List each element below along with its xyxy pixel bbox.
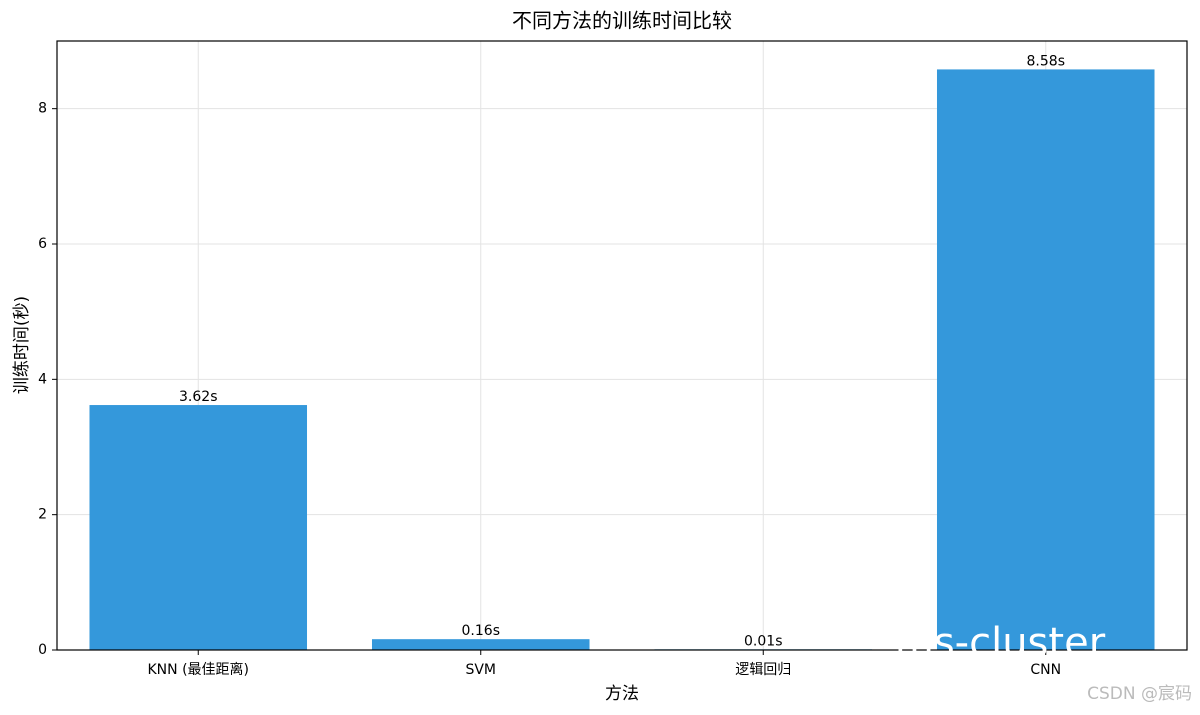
bar <box>371 639 590 650</box>
y-tick-label: 6 <box>38 236 47 252</box>
watermark: CSDN @宸码 <box>1087 684 1192 704</box>
x-tick-label: 逻辑回归 <box>735 661 791 678</box>
value-label: 3.62s <box>179 389 217 405</box>
x-axis-label: 方法 <box>605 684 639 704</box>
y-tick-label: 2 <box>38 507 47 523</box>
y-tick-label: 8 <box>38 101 47 117</box>
bar <box>89 405 308 650</box>
value-label: 0.01s <box>744 633 782 649</box>
y-tick-label: 4 <box>38 371 47 387</box>
y-tick-label: 0 <box>38 642 47 658</box>
x-tick-label: SVM <box>465 662 496 678</box>
plot-frame <box>56 40 1188 651</box>
marks: 0 2 4 6 8 KNN (最佳距离) 3.62s SVM 0.16s 逻辑回归 0.01s CNN… <box>38 53 1155 678</box>
bar <box>936 69 1155 651</box>
x-tick-label: KNN (最佳距离) <box>148 661 250 678</box>
value-label: 0.16s <box>462 623 500 639</box>
y-axis-label: 训练时间(秒) <box>12 296 32 394</box>
value-label: 8.58s <box>1027 53 1065 69</box>
chart-title: 不同方法的训练时间比较 <box>512 9 732 33</box>
overlay-text: ms-cluster <box>895 620 1106 666</box>
x-tick-label: CNN <box>1030 662 1061 678</box>
